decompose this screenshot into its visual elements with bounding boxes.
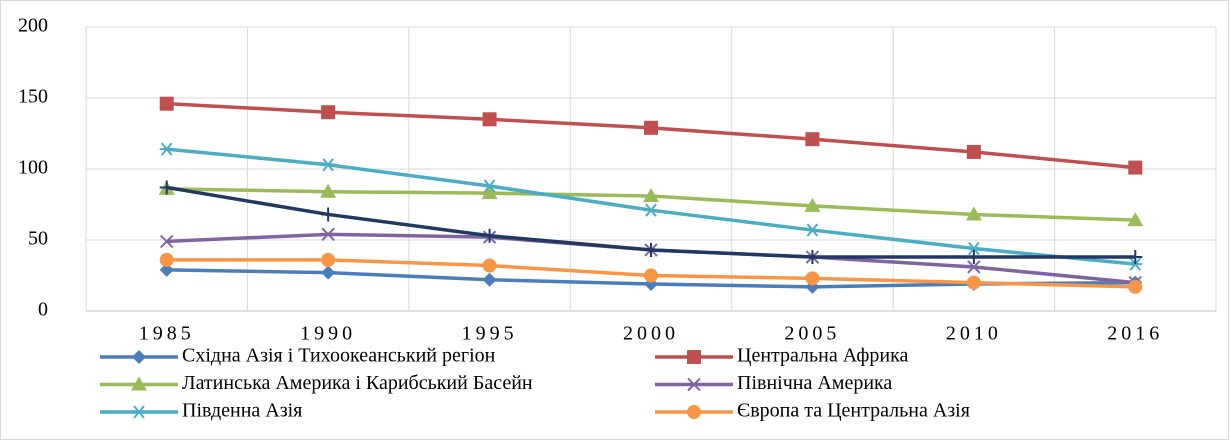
marker [804,197,821,212]
marker [159,262,174,277]
marker [644,120,658,135]
marker [1127,212,1144,227]
marker [687,377,701,392]
marker [967,260,981,274]
legend-label: Латинська Америка і Карибський Басейн [182,372,533,394]
legend-item: Східна Азія і Тихоокеанський регіон [100,345,496,367]
legend-item: Латинська Америка і Карибський Басейн [100,372,533,394]
x-tick-label: 1985 [139,323,195,345]
marker [1128,160,1143,175]
x-tick-label: 2016 [1107,323,1163,345]
x-tick-label: 1990 [300,323,356,345]
marker [321,158,336,172]
x-tick-label: 2000 [623,323,679,345]
marker [1128,279,1143,294]
marker [481,185,498,200]
y-tick-label: 200 [18,15,48,37]
marker [805,132,820,147]
marker [321,207,336,222]
marker [482,228,497,243]
legend-item: Центральна Африка [655,345,909,367]
marker [966,275,981,290]
marker [966,250,981,265]
marker [687,405,701,419]
marker [132,405,146,419]
marker [321,105,336,120]
marker [320,183,337,198]
marker [1128,250,1143,265]
x-tick-label: 2005 [784,323,840,345]
legend-label: Східна Азія і Тихоокеанський регіон [182,345,496,367]
y-tick-label: 150 [18,86,48,108]
marker [644,268,658,283]
marker [159,180,174,195]
marker [482,272,497,287]
marker [805,271,820,286]
y-tick-label: 50 [28,228,48,250]
marker [966,241,981,256]
marker [965,206,982,221]
legend-item: Південна Азія [100,400,302,422]
marker [132,350,146,364]
y-tick-label: 100 [18,157,48,179]
marker [644,203,658,217]
marker [1128,257,1143,271]
marker [643,187,659,202]
x-tick-label: 1995 [462,323,518,345]
legend-label: Північна Америка [737,372,892,394]
legend-item: Північна Америка [655,372,892,394]
legend-label: Європа та Центральна Азія [737,400,970,422]
marker [644,242,658,257]
legend-label: Південна Азія [182,400,302,422]
marker [321,252,336,267]
y-tick-label: 0 [38,299,48,321]
marker [131,376,147,391]
marker [687,350,701,364]
marker [321,227,335,242]
marker [482,179,497,193]
marker [482,112,497,127]
marker [805,223,820,237]
marker [321,265,336,280]
marker [159,252,174,267]
marker [159,142,174,156]
legend-item: Європа та Центральна Азія [655,400,970,422]
marker [966,144,981,159]
x-tick-label: 2010 [946,323,1002,345]
marker [805,250,820,265]
marker [160,234,174,249]
legend-label: Центральна Африка [737,345,909,367]
marker [159,96,174,111]
marker [482,258,497,273]
